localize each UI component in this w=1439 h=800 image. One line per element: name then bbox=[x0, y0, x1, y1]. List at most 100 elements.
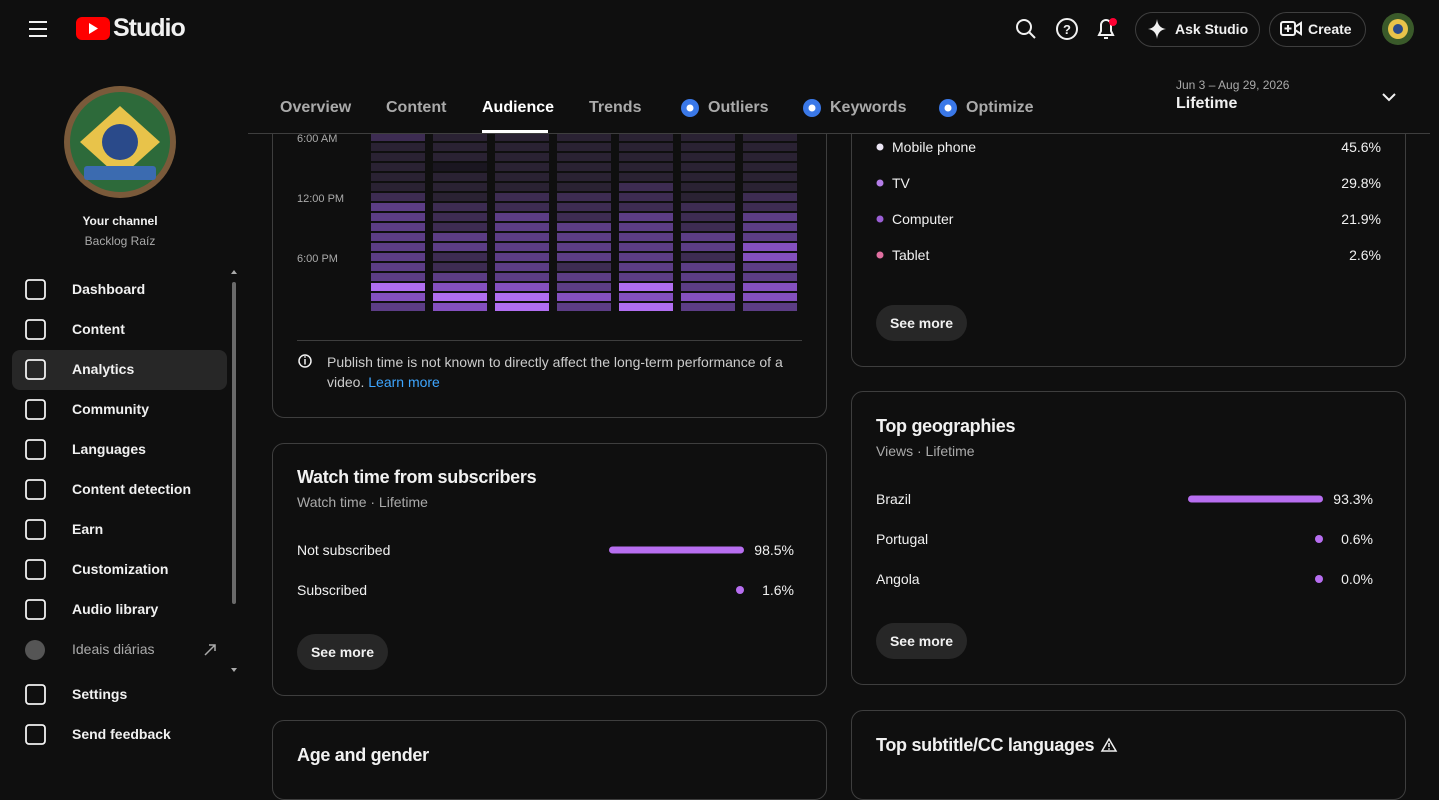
tab[interactable]: Optimize bbox=[966, 99, 1034, 116]
create-button[interactable] bbox=[1269, 12, 1366, 47]
tab[interactable]: Audience bbox=[482, 99, 555, 116]
nav-item[interactable]: Audio library bbox=[72, 601, 159, 617]
nav-icon bbox=[25, 439, 46, 460]
time-label: 6:00 AM bbox=[297, 133, 337, 145]
heatmap-cell bbox=[681, 183, 735, 191]
nav-item[interactable]: Earn bbox=[72, 521, 104, 537]
menu-icon[interactable] bbox=[29, 21, 47, 37]
heatmap-cell bbox=[371, 203, 425, 211]
nav-item[interactable]: Analytics bbox=[72, 361, 135, 377]
nav-item[interactable]: Customization bbox=[72, 561, 169, 577]
heatmap-cell bbox=[433, 143, 487, 151]
heatmap-cell bbox=[743, 233, 797, 241]
heatmap-cell bbox=[371, 213, 425, 221]
note-text: Publish time is not known to directly af… bbox=[327, 354, 783, 390]
tab[interactable]: Outliers bbox=[708, 99, 769, 116]
heatmap-cell bbox=[619, 183, 673, 191]
heatmap-cell bbox=[557, 283, 611, 291]
heatmap-cell bbox=[495, 253, 549, 261]
dropdown-chevron[interactable] bbox=[1380, 90, 1398, 104]
see-more-button[interactable]: See more bbox=[876, 305, 967, 341]
row-marks bbox=[609, 143, 1323, 594]
heatmap-cell bbox=[619, 283, 673, 291]
period-label[interactable]: Lifetime bbox=[1176, 95, 1238, 112]
tab[interactable]: Overview bbox=[280, 99, 352, 116]
help-icon[interactable] bbox=[1056, 18, 1078, 40]
nav-item[interactable]: Send feedback bbox=[72, 726, 171, 742]
heatmap-cell bbox=[495, 223, 549, 231]
heatmap-cell bbox=[619, 223, 673, 231]
see-more-button[interactable]: See more bbox=[297, 634, 388, 670]
heatmap-cell bbox=[743, 203, 797, 211]
heatmap-cell bbox=[495, 143, 549, 151]
heatmap-cell bbox=[557, 193, 611, 201]
nav-icon bbox=[25, 519, 46, 540]
tab[interactable]: Content bbox=[386, 99, 447, 116]
heatmap-cell bbox=[681, 153, 735, 161]
heatmap-cell bbox=[371, 143, 425, 151]
heatmap-cell bbox=[619, 293, 673, 301]
date-range[interactable]: Jun 3 – Aug 29, 2026 bbox=[1176, 78, 1290, 92]
heatmap-cell bbox=[433, 303, 487, 311]
heatmap-cell bbox=[495, 303, 549, 311]
nav-item[interactable]: Dashboard bbox=[72, 281, 146, 297]
heatmap-cell bbox=[743, 183, 797, 191]
ask-studio-button[interactable] bbox=[1135, 12, 1260, 47]
heatmap-cell bbox=[433, 213, 487, 221]
device-label: Mobile phone bbox=[892, 139, 977, 155]
heatmap-cell bbox=[743, 293, 797, 301]
heatmap-cell bbox=[433, 263, 487, 271]
heatmap-cell bbox=[371, 193, 425, 201]
share-bar bbox=[1188, 495, 1323, 503]
share-dot bbox=[1315, 535, 1323, 543]
heatmap-cell bbox=[619, 173, 673, 181]
learn-more-link[interactable]: Learn more bbox=[368, 374, 440, 390]
see-more-button[interactable]: See more bbox=[876, 623, 967, 659]
heatmap-cell bbox=[743, 243, 797, 251]
heatmap-cell bbox=[743, 223, 797, 231]
heatmap-cell bbox=[681, 263, 735, 271]
card-title: Watch time from subscribers bbox=[297, 467, 537, 487]
search-icon[interactable] bbox=[1016, 19, 1036, 39]
heatmap-cell bbox=[619, 153, 673, 161]
heatmap-cell bbox=[371, 253, 425, 261]
nav-item[interactable]: Content bbox=[72, 321, 125, 337]
scrollbar[interactable] bbox=[232, 282, 236, 604]
nav-item[interactable]: Ideais diárias bbox=[72, 641, 155, 657]
svg-text:?: ? bbox=[1063, 22, 1071, 37]
heatmap-cell bbox=[495, 293, 549, 301]
heatmap-cell bbox=[371, 243, 425, 251]
notification-dot bbox=[1109, 18, 1117, 26]
tab[interactable]: Trends bbox=[589, 99, 642, 116]
nav-item[interactable]: Content detection bbox=[72, 481, 191, 497]
ask-studio-label[interactable]: Ask Studio bbox=[1175, 21, 1249, 37]
nav-item[interactable]: Languages bbox=[72, 441, 146, 457]
nav-item[interactable]: Community bbox=[72, 401, 149, 417]
nav-icon bbox=[25, 279, 46, 300]
heatmap-cell bbox=[681, 293, 735, 301]
row-label: Brazil bbox=[876, 491, 912, 507]
channel-name: Backlog Raíz bbox=[84, 234, 156, 248]
publish-note: Publish time is not known to directly af… bbox=[327, 352, 802, 392]
bell-icon[interactable] bbox=[1097, 19, 1115, 39]
note-graphics bbox=[297, 340, 802, 368]
tab[interactable]: Keywords bbox=[830, 99, 907, 116]
warning-icon[interactable] bbox=[1100, 737, 1118, 753]
heatmap-cell bbox=[619, 163, 673, 171]
heatmap-cell bbox=[495, 203, 549, 211]
card-title: Age and gender bbox=[297, 745, 429, 765]
card-subtitle: Views · Lifetime bbox=[876, 443, 975, 459]
create-label[interactable]: Create bbox=[1308, 21, 1352, 37]
heatmap-cell bbox=[619, 303, 673, 311]
card-title: Top geographies bbox=[876, 416, 1016, 436]
heatmap-cell bbox=[495, 153, 549, 161]
heatmap-cell bbox=[433, 253, 487, 261]
heatmap-cell bbox=[433, 153, 487, 161]
heatmap-cell bbox=[495, 233, 549, 241]
heatmap-cell bbox=[619, 203, 673, 211]
row-label: Subscribed bbox=[297, 582, 368, 598]
nav-item[interactable]: Settings bbox=[72, 686, 128, 702]
tab-icon-core bbox=[686, 104, 694, 112]
heatmap-cell bbox=[433, 243, 487, 251]
nav-icon bbox=[25, 479, 46, 500]
